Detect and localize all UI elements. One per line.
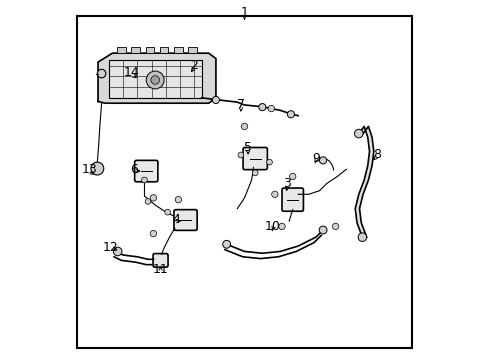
Circle shape xyxy=(150,230,156,237)
Circle shape xyxy=(241,123,247,130)
Text: 13: 13 xyxy=(81,163,97,176)
Bar xyxy=(145,47,154,53)
Circle shape xyxy=(113,247,122,256)
Circle shape xyxy=(222,240,230,248)
FancyBboxPatch shape xyxy=(134,160,158,182)
Circle shape xyxy=(146,71,164,89)
Text: 14: 14 xyxy=(124,66,140,79)
Circle shape xyxy=(289,173,295,180)
FancyBboxPatch shape xyxy=(243,148,267,170)
Text: 3: 3 xyxy=(283,177,291,190)
Circle shape xyxy=(142,177,147,183)
Text: 4: 4 xyxy=(172,213,180,226)
Circle shape xyxy=(271,191,278,198)
Circle shape xyxy=(319,157,326,164)
Text: 8: 8 xyxy=(372,148,380,162)
Circle shape xyxy=(332,223,338,230)
Circle shape xyxy=(97,69,106,78)
Circle shape xyxy=(357,233,366,242)
Circle shape xyxy=(354,129,363,138)
Text: 5: 5 xyxy=(244,141,251,154)
Text: 11: 11 xyxy=(152,263,168,276)
FancyBboxPatch shape xyxy=(282,188,303,211)
FancyBboxPatch shape xyxy=(174,210,197,230)
Bar xyxy=(174,47,183,53)
Circle shape xyxy=(266,159,272,165)
Circle shape xyxy=(258,104,265,111)
Circle shape xyxy=(91,162,103,175)
Circle shape xyxy=(252,170,258,176)
Circle shape xyxy=(278,223,285,230)
Text: 1: 1 xyxy=(240,6,248,19)
Bar xyxy=(131,47,140,53)
Polygon shape xyxy=(98,53,216,103)
Circle shape xyxy=(164,209,170,215)
FancyBboxPatch shape xyxy=(153,253,168,267)
Text: 7: 7 xyxy=(237,99,244,112)
Bar xyxy=(108,60,201,98)
Text: 2: 2 xyxy=(190,59,198,72)
Circle shape xyxy=(319,226,326,234)
Circle shape xyxy=(151,76,159,84)
Bar xyxy=(188,47,197,53)
Polygon shape xyxy=(354,126,373,237)
Circle shape xyxy=(267,105,274,112)
Text: 9: 9 xyxy=(311,152,319,165)
Text: 6: 6 xyxy=(129,163,138,176)
Circle shape xyxy=(212,96,219,104)
Circle shape xyxy=(150,195,156,201)
Circle shape xyxy=(238,152,244,158)
Text: 10: 10 xyxy=(264,220,281,233)
Circle shape xyxy=(145,199,151,204)
Circle shape xyxy=(287,111,294,118)
Circle shape xyxy=(175,197,181,203)
Bar xyxy=(117,47,125,53)
Bar xyxy=(160,47,168,53)
Text: 12: 12 xyxy=(102,241,118,255)
